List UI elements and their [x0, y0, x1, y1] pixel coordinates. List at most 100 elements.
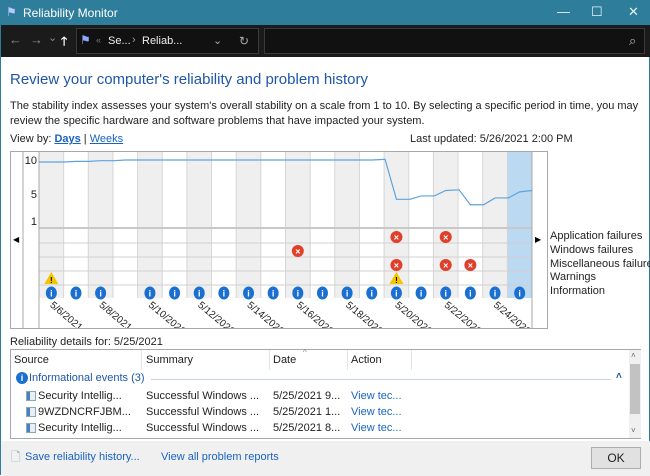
breadcrumb-security[interactable]: Se...	[108, 35, 131, 47]
info-icon-glyph: i	[223, 289, 226, 299]
column-summary[interactable]: Summary	[146, 354, 194, 366]
day-column[interactable]	[112, 152, 138, 298]
day-column[interactable]	[482, 152, 508, 298]
info-icon-glyph: i	[272, 289, 275, 299]
info-icon	[366, 286, 378, 300]
minimize-button[interactable]: —	[557, 4, 570, 19]
cell-summary: Successful Windows ...	[146, 390, 260, 402]
day-column[interactable]	[63, 152, 89, 298]
error-icon	[291, 245, 304, 257]
column-separator[interactable]	[269, 350, 270, 370]
event-icon	[26, 407, 36, 417]
info-icon	[193, 286, 205, 300]
view-all-problem-reports-link[interactable]: View all problem reports	[161, 451, 279, 463]
group-divider	[151, 379, 611, 380]
day-column[interactable]	[211, 152, 237, 298]
scrollbar[interactable]: ˄ ˅	[629, 350, 641, 438]
view-technical-details-link[interactable]: View tec...	[351, 390, 402, 402]
cell-source: 9WZDNCRFJBM...	[38, 406, 131, 418]
day-column[interactable]	[408, 152, 434, 298]
group-informational-events[interactable]: i Informational events (3) ˄	[16, 371, 623, 387]
day-column[interactable]	[285, 152, 311, 298]
title-bar: ⚑ Reliability Monitor — ☐ ✕	[1, 1, 650, 25]
description: The stability index assesses your system…	[10, 100, 639, 127]
info-icon-glyph: i	[198, 289, 201, 299]
scroll-thumb[interactable]	[630, 364, 640, 414]
error-icon-glyph: ×	[468, 261, 473, 271]
error-icon	[390, 259, 403, 271]
view-technical-details-link[interactable]: View tec...	[351, 422, 402, 434]
cell-source: Security Intellig...	[38, 390, 122, 402]
warning-icon	[44, 272, 59, 284]
info-icon	[440, 286, 452, 300]
cell-summary: Successful Windows ...	[146, 406, 260, 418]
error-icon-glyph: ×	[394, 233, 399, 243]
info-icon	[95, 286, 107, 300]
view-technical-details-link[interactable]: View tec...	[351, 406, 402, 418]
info-icon	[341, 286, 353, 300]
info-icon	[218, 286, 230, 300]
day-column[interactable]	[236, 152, 261, 298]
column-date[interactable]: Date	[273, 354, 297, 366]
navigation-bar: ← → ⌄ 🡑 ⚑ « Se... › Reliab... ⌄ ↻ ⌕	[1, 25, 650, 57]
legend-error: Windows failures	[550, 243, 634, 256]
day-column[interactable]	[433, 152, 459, 298]
day-column[interactable]	[186, 152, 212, 298]
recent-locations-button[interactable]: ⌄	[48, 32, 58, 44]
collapse-icon[interactable]: ˄	[616, 371, 622, 382]
error-icon-glyph: ×	[295, 247, 300, 257]
info-icon	[316, 286, 328, 300]
table-row[interactable]: Security Intellig... Successful Windows …	[11, 421, 621, 437]
reliability-chart[interactable]: ◀ ▶ 10 5 1 × × × × × ×!! i i i i i i i i i i i i i i i i i i i 5/6/202…	[10, 151, 548, 329]
day-column[interactable]	[310, 152, 335, 298]
day-column[interactable]	[260, 152, 286, 298]
scroll-right-button[interactable]: ▶	[535, 235, 542, 244]
day-column[interactable]	[458, 152, 483, 298]
error-icon	[439, 231, 452, 243]
day-column[interactable]	[334, 152, 360, 298]
back-button[interactable]: ←	[9, 32, 22, 47]
search-input[interactable]: ⌕	[264, 28, 645, 54]
address-bar[interactable]: ⚑ « Se... › Reliab... ⌄ ↻	[76, 28, 259, 54]
breadcrumb-reliability[interactable]: Reliab...	[142, 35, 183, 47]
table-row[interactable]: Security Intellig... Successful Windows …	[11, 389, 621, 405]
breadcrumb-overflow[interactable]: «	[96, 35, 102, 45]
table-row[interactable]: 9WZDNCRFJBM... Successful Windows ... 5/…	[11, 405, 621, 421]
info-icon	[292, 286, 304, 300]
sort-ascending-icon: ^	[303, 348, 307, 357]
scroll-left-button[interactable]: ◀	[13, 235, 20, 244]
info-icon-glyph: i	[371, 289, 374, 299]
scroll-up-icon[interactable]: ˄	[631, 351, 636, 360]
forward-button[interactable]: →	[30, 32, 43, 47]
cell-date: 5/25/2021 1...	[273, 406, 341, 418]
weeks-link[interactable]: Weeks	[89, 133, 124, 145]
save-reliability-history-link[interactable]: Save reliability history...	[25, 451, 140, 463]
day-column[interactable]	[88, 152, 113, 298]
day-column[interactable]	[507, 152, 532, 298]
days-link[interactable]: Days	[54, 133, 81, 145]
address-dropdown-icon[interactable]: ⌄	[213, 35, 223, 47]
column-separator[interactable]	[347, 350, 348, 370]
column-action[interactable]: Action	[351, 354, 382, 366]
stability-line	[39, 158, 533, 206]
column-separator[interactable]	[411, 350, 412, 370]
legend-info: Information	[550, 285, 606, 298]
column-source[interactable]: Source	[14, 354, 49, 366]
refresh-button[interactable]: ↻	[239, 34, 250, 48]
info-icon-glyph: i	[395, 289, 398, 299]
ok-button[interactable]: OK	[591, 447, 641, 469]
close-button[interactable]: ✕	[628, 4, 639, 19]
info-icon-glyph: i	[518, 289, 521, 299]
day-column[interactable]	[137, 152, 163, 298]
day-column[interactable]	[359, 152, 385, 298]
info-icon	[45, 286, 57, 300]
maximize-button[interactable]: ☐	[591, 4, 603, 19]
cell-summary: Successful Windows ...	[146, 422, 260, 434]
column-separator[interactable]	[141, 350, 142, 370]
up-button[interactable]: 🡑	[61, 34, 68, 48]
y-tick-label: 10	[25, 155, 37, 167]
scroll-down-icon[interactable]: ˅	[631, 426, 636, 435]
day-column[interactable]	[162, 152, 187, 298]
info-icon-glyph: i	[75, 289, 78, 299]
